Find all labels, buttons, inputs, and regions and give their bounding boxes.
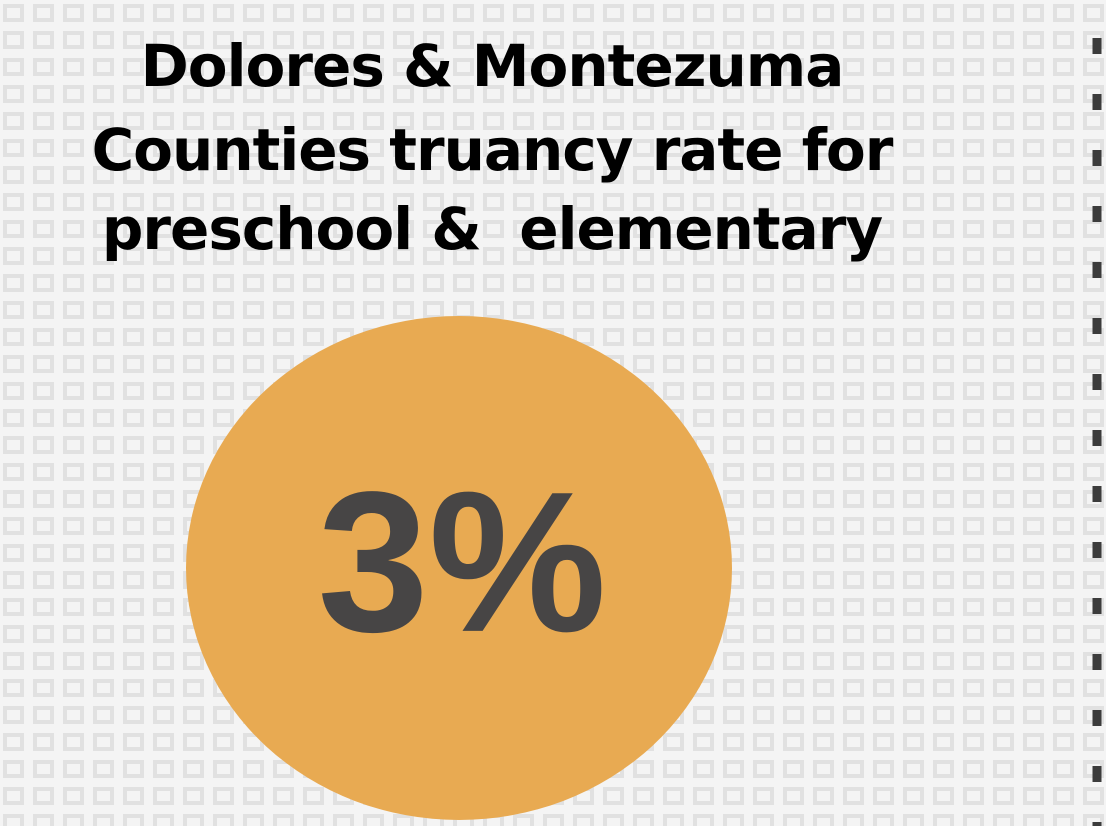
- title-line: Dolores & Montezuma: [141, 32, 844, 100]
- stat-circle: [186, 316, 732, 820]
- stat-value: 3%: [317, 451, 606, 674]
- title-line: Counties truancy rate for: [92, 116, 894, 184]
- title-line: preschool & elementary: [102, 195, 882, 263]
